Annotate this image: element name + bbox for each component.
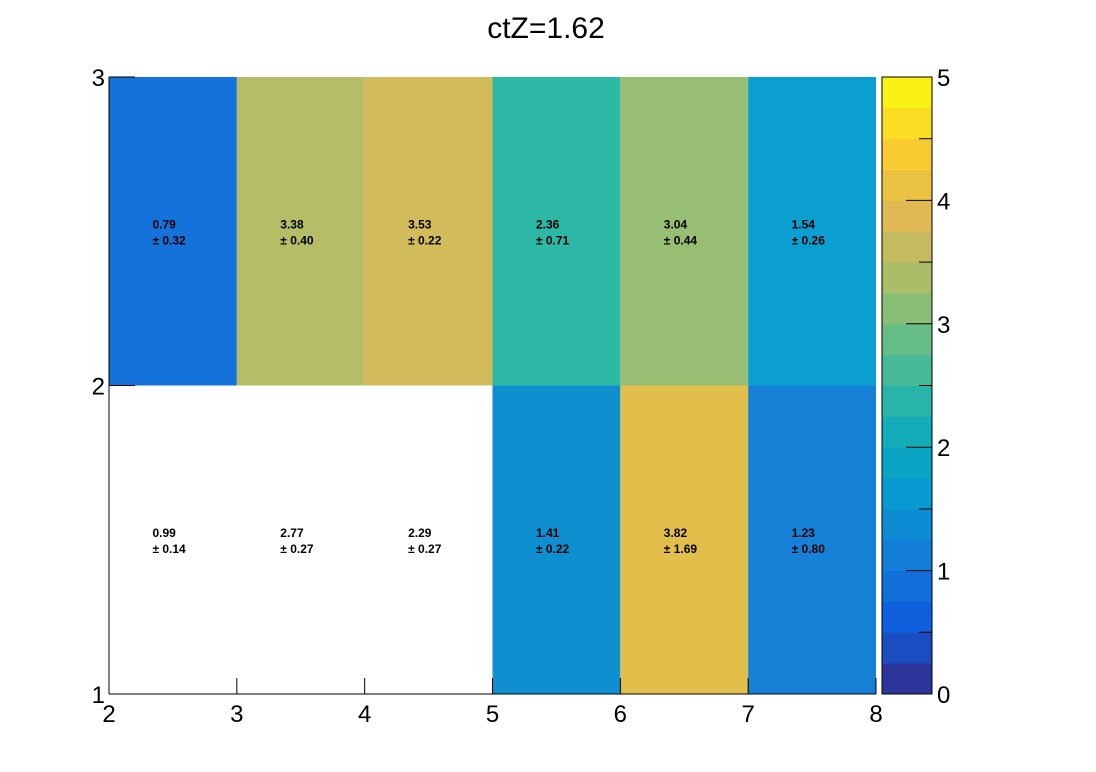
colorbar-tick-label: 0 [937, 682, 950, 709]
colorbar-band [882, 262, 932, 294]
heatmap-cell [364, 77, 493, 386]
cell-error-label: ± 1.69 [664, 542, 698, 556]
colorbar-band [882, 570, 932, 602]
colorbar-band [882, 601, 932, 633]
heatmap-cell [620, 77, 749, 386]
cell-error-label: ± 0.26 [792, 233, 826, 247]
y-tick-label: 3 [92, 65, 105, 92]
y-tick-label: 2 [92, 374, 105, 401]
colorbar-tick-label: 4 [937, 188, 950, 215]
heatmap-cell [236, 77, 365, 386]
colorbar-band [882, 385, 932, 417]
x-tick-label: 2 [102, 701, 115, 728]
cell-error-label: ± 0.14 [152, 542, 186, 556]
colorbar-band [882, 138, 932, 171]
cell-error-label: ± 0.32 [152, 233, 186, 247]
colorbar-band [882, 231, 932, 263]
cell-value-label: 1.23 [792, 526, 816, 540]
colorbar-band [882, 508, 932, 541]
cell-value-label: 0.79 [152, 217, 176, 231]
cell-value-label: 2.77 [280, 526, 304, 540]
heatmap-cell [748, 77, 876, 386]
colorbar-band [882, 632, 932, 664]
colorbar-band [882, 200, 932, 232]
x-tick-label: 5 [486, 701, 499, 728]
colorbar-band [882, 292, 932, 325]
colorbar-tick-label: 5 [937, 65, 950, 92]
x-tick-label: 8 [869, 701, 882, 728]
cell-value-label: 3.38 [280, 217, 304, 231]
colorbar-band [882, 663, 932, 695]
colorbar-band [882, 169, 932, 201]
x-tick-label: 3 [230, 701, 243, 728]
heatmap-cell [109, 385, 237, 694]
heatmap-cell [492, 77, 621, 386]
heatmap-cell [492, 385, 621, 694]
colorbar-tick-label: 1 [937, 559, 950, 586]
cell-value-label: 0.99 [152, 526, 176, 540]
cell-error-label: ± 0.40 [280, 233, 314, 247]
colorbar-band [882, 416, 932, 448]
colorbar: 0 1 2 3 4 5 [881, 65, 950, 709]
cell-error-label: ± 0.22 [536, 542, 570, 556]
heatmap-cell [364, 385, 493, 694]
heatmap-cell [109, 77, 237, 386]
cell-value-label: 3.53 [408, 217, 432, 231]
colorbar-band [882, 478, 932, 510]
cell-value-label: 1.54 [792, 217, 816, 231]
y-tick-label: 1 [92, 682, 105, 709]
x-tick-label: 6 [614, 701, 627, 728]
cell-error-label: ± 0.27 [280, 542, 314, 556]
cell-error-label: ± 0.27 [408, 542, 442, 556]
colorbar-band [882, 77, 932, 109]
cell-error-label: ± 0.71 [536, 233, 570, 247]
cell-error-label: ± 0.22 [408, 233, 442, 247]
heatmap-cell [620, 385, 749, 694]
colorbar-band [882, 107, 932, 140]
heatmap-cell [748, 385, 876, 694]
colorbar-band [882, 539, 932, 572]
x-tick-label: 4 [358, 701, 371, 728]
cell-value-label: 1.41 [536, 526, 560, 540]
cell-value-label: 2.29 [408, 526, 432, 540]
colorbar-tick-label: 2 [937, 435, 950, 462]
cell-error-label: ± 0.80 [792, 542, 826, 556]
heatmap-cell-labels: 0.99 ± 0.14 2.77 ± 0.27 2.29 ± 0.27 1.41 ± 0.22… [152, 217, 825, 556]
cell-error-label: ± 0.44 [664, 233, 698, 247]
colorbar-band [882, 354, 932, 386]
cell-value-label: 3.82 [664, 526, 688, 540]
colorbar-band [882, 447, 932, 479]
x-tick-label: 7 [741, 701, 754, 728]
heatmap-cells [109, 77, 876, 694]
cell-value-label: 2.36 [536, 217, 560, 231]
heatmap-cell [236, 385, 365, 694]
colorbar-band [882, 323, 932, 356]
colorbar-tick-label: 3 [937, 312, 950, 339]
chart-title: ctZ=1.62 [487, 12, 605, 45]
cell-value-label: 3.04 [664, 217, 688, 231]
